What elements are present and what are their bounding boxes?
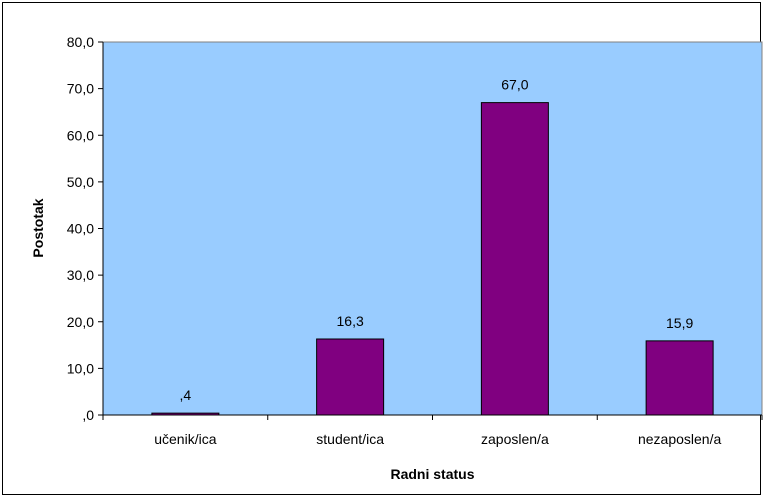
data-label: 15,9 xyxy=(666,315,693,331)
y-tick-label: 20,0 xyxy=(67,314,94,330)
bars xyxy=(151,102,714,416)
y-tick-label: ,0 xyxy=(82,407,94,423)
data-label: 16,3 xyxy=(337,313,364,329)
y-tick-label: 40,0 xyxy=(67,221,94,237)
y-tick-label: 50,0 xyxy=(67,174,94,190)
x-tick-label: nezaposlen/a xyxy=(638,431,722,447)
x-tick-label: učenik/ica xyxy=(154,431,216,447)
bar xyxy=(316,338,385,416)
bar xyxy=(645,340,714,416)
y-tick-label: 60,0 xyxy=(67,127,94,143)
data-labels: ,4 16,3 67,0 15,9 xyxy=(180,77,694,404)
y-tick-label: 10,0 xyxy=(67,360,94,376)
bar xyxy=(480,102,549,416)
data-label: 67,0 xyxy=(501,77,528,93)
x-tick-label: zaposlen/a xyxy=(481,431,549,447)
x-axis-title: Radni status xyxy=(390,466,474,482)
y-axis-ticks: ,0 10,0 20,0 30,0 40,0 50,0 60,0 70,0 80,0 xyxy=(67,34,103,423)
data-label: ,4 xyxy=(180,387,192,403)
y-tick-label: 30,0 xyxy=(67,267,94,283)
x-axis-ticks: učenik/ica student/ica zaposlen/a nezaposle… xyxy=(102,415,763,447)
y-tick-label: 70,0 xyxy=(67,81,94,97)
y-axis-title: Postotak xyxy=(30,198,46,257)
x-tick-label: student/ica xyxy=(316,431,384,447)
y-tick-label: 80,0 xyxy=(67,34,94,50)
